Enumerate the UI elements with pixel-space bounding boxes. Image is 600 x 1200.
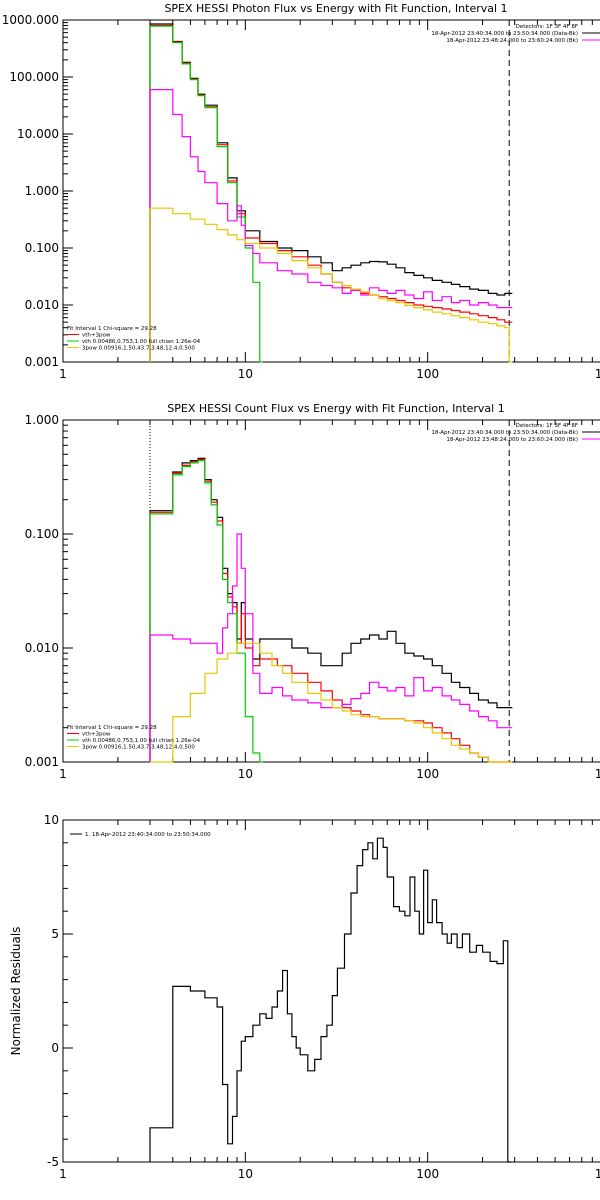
count-flux-legend-left: Fit Interval 1 Chi-square = 29.28vth+3po… <box>67 725 201 751</box>
residuals-x-tick-label: 1000 <box>595 1167 600 1181</box>
count-flux-legend-right-text: Detectors: 1F 3F 4F 8F <box>516 423 578 429</box>
photon-flux-title: SPEX HESSI Photon Flux vs Energy with Fi… <box>164 2 507 15</box>
photon-flux-ticks: 1 10 100 1000 0.001 0.010 0.100 1.000 10.000 100.… <box>2 13 600 381</box>
count-flux-x-tick-label: 1000 <box>595 767 600 781</box>
count-flux-title: SPEX HESSI Count Flux vs Energy with Fit… <box>167 402 504 415</box>
count-flux-series-4 <box>150 642 513 763</box>
photon-flux-x-tick-label: 1 <box>59 367 67 381</box>
photon-flux-series-layer <box>149 23 513 363</box>
photon-flux-legend-right-text: 18-Apr-2012 23:40:34.000 to 23:50:34.000… <box>431 31 578 37</box>
residuals-series-0 <box>149 837 511 1163</box>
photon-flux-legend-right-text: Detectors: 1F 3F 4F 8F <box>516 24 578 30</box>
count-flux-y-tick-label: 0.100 <box>25 527 59 541</box>
count-flux-x-tick-label: 1 <box>59 767 67 781</box>
photon-flux-series-4 <box>149 207 513 363</box>
residuals-plot-frame <box>62 819 600 1163</box>
count-flux-y-tick-label: 0.010 <box>25 641 59 655</box>
photon-flux-y-tick-label: 1.000 <box>25 184 59 198</box>
count-flux-series-3 <box>149 533 513 762</box>
residuals-ticks: 1 10 100 1000 -5 0 5 10 <box>44 813 600 1181</box>
residuals-panel: Normalized Residuals 1 10 100 1000 -5 0 5 10 1.… <box>9 813 600 1181</box>
count-flux-ticks: 1 10 100 1000 0.001 0.010 0.100 1.000 <box>25 413 600 781</box>
photon-flux-x-tick-label: 10 <box>238 367 253 381</box>
residuals-x-tick-label: 1 <box>59 1167 67 1181</box>
count-flux-y-tick-label: 0.001 <box>25 755 59 769</box>
count-flux-series-2 <box>149 460 263 763</box>
residuals-series-layer <box>149 837 511 1163</box>
residuals-y-tick-label: 10 <box>44 813 59 827</box>
photon-flux-y-tick-label: 0.010 <box>25 298 59 312</box>
count-flux-y-tick-label: 1.000 <box>25 413 59 427</box>
count-flux-legend-left-text: vth 0.00486,0.753,1.00 full chian 1.26e-… <box>82 738 201 744</box>
count-flux-legend-left-text: 3pow 0.00916,1.50,43.7,3.48,12.4,0.500 <box>82 745 195 751</box>
residuals-legend-left-text: 1. 18-Apr-2012 23:40:34.000 to 23:50:34.… <box>85 832 211 838</box>
count-flux-legend-right-text: 18-Apr-2012 23:40:34.000 to 23:50:34.000… <box>431 430 578 436</box>
photon-flux-y-tick-label: 10.000 <box>17 127 59 141</box>
residuals-legend: 1. 18-Apr-2012 23:40:34.000 to 23:50:34.… <box>70 832 211 838</box>
count-flux-series-1 <box>149 458 513 763</box>
count-flux-plot-frame <box>62 419 600 763</box>
photon-flux-series-3 <box>149 89 513 362</box>
residuals-x-tick-label: 100 <box>416 1167 439 1181</box>
count-flux-x-tick-label: 10 <box>238 767 253 781</box>
count-flux-panel: SPEX HESSI Count Flux vs Energy with Fit… <box>25 402 600 781</box>
photon-flux-series-0 <box>149 23 513 362</box>
photon-flux-legend-left-text: 3pow 0.00916,1.50,43.7,3.48,12.4,0.500 <box>82 346 195 352</box>
photon-flux-legend-left-text: vth 0.00486,0.753,1.00 full chian 1.26e-… <box>82 339 201 345</box>
photon-flux-y-tick-label: 100.000 <box>9 70 59 84</box>
residuals-y-axis-label: Normalized Residuals <box>9 927 23 1056</box>
photon-flux-y-tick-label: 1000.000 <box>2 13 59 27</box>
residuals-x-tick-label: 10 <box>238 1167 253 1181</box>
photon-flux-legend-left: Fit Interval 1 Chi-square = 29.28vth+3po… <box>67 326 201 352</box>
photon-flux-series-2 <box>149 25 263 363</box>
count-flux-series-layer <box>149 457 513 763</box>
photon-flux-legend-left-text: Fit Interval 1 Chi-square = 29.28 <box>67 326 157 332</box>
count-flux-legend-right-text: 18-Apr-2012 23:48:24.000 to 23:60:24.000… <box>446 437 578 443</box>
count-flux-reference-lines <box>149 420 510 762</box>
photon-flux-panel: SPEX HESSI Photon Flux vs Energy with Fi… <box>2 2 600 381</box>
count-flux-legend-left-text: Fit Interval 1 Chi-square = 29.28 <box>67 725 157 731</box>
count-flux-series-0 <box>149 457 513 762</box>
residuals-y-tick-label: 0 <box>51 1041 59 1055</box>
photon-flux-plot-frame <box>62 19 600 363</box>
photon-flux-y-tick-label: 0.001 <box>25 355 59 369</box>
residuals-y-tick-label: -5 <box>47 1155 59 1169</box>
photon-flux-x-tick-label: 100 <box>416 367 439 381</box>
photon-flux-legend-left-text: vth+3pow <box>82 333 111 339</box>
photon-flux-x-tick-label: 1000 <box>595 367 600 381</box>
residuals-y-tick-label: 5 <box>51 927 59 941</box>
photon-flux-y-tick-label: 0.100 <box>25 241 59 255</box>
count-flux-x-tick-label: 100 <box>416 767 439 781</box>
count-flux-legend-left-text: vth+3pow <box>82 732 111 738</box>
photon-flux-series-1 <box>149 24 513 362</box>
photon-flux-legend-right-text: 18-Apr-2012 23:48:24.000 to 23:60:24.000… <box>446 38 578 44</box>
